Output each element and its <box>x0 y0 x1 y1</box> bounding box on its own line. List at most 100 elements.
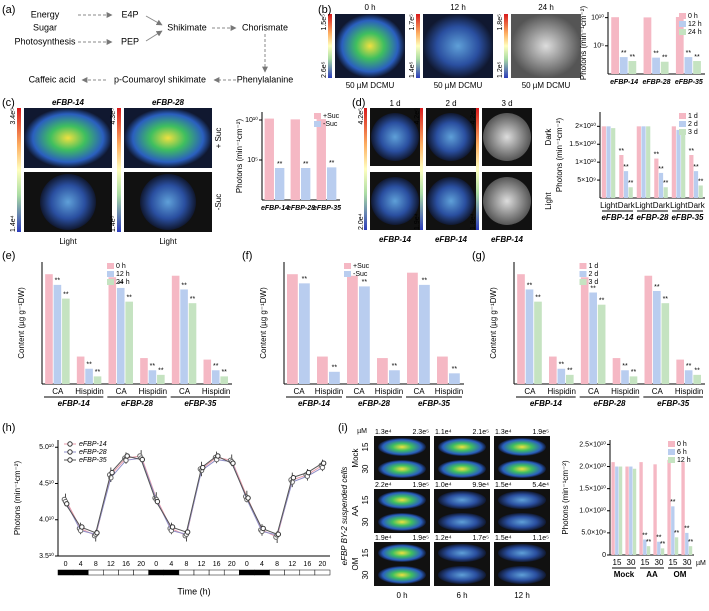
bar <box>639 462 643 555</box>
x-tick-label: Light <box>635 201 653 210</box>
photoperiod-bar <box>103 569 119 576</box>
well <box>498 491 546 509</box>
bar <box>601 126 606 198</box>
significance: ** <box>422 278 428 285</box>
legend-swatch <box>344 263 351 269</box>
significance: ** <box>662 55 668 62</box>
bar <box>611 462 615 555</box>
bar <box>534 301 542 384</box>
significance: ** <box>590 285 596 292</box>
plate <box>40 174 96 230</box>
bar <box>557 368 566 384</box>
group-label: eFBP-35 <box>184 399 217 408</box>
bar <box>621 370 629 384</box>
y-axis-label: Photons (min⁻¹cm⁻²) <box>561 460 570 535</box>
bar <box>618 466 623 555</box>
treatment-label: 50 µM DCMU <box>434 81 483 90</box>
significance: ** <box>686 50 692 57</box>
day-label: 3 d <box>501 99 512 108</box>
y-tick-label: 1×10¹⁰ <box>575 158 596 166</box>
group-label: eFBP-14 <box>298 399 331 408</box>
scale-max: 2.3e⁵ <box>412 429 429 436</box>
bar <box>661 303 670 384</box>
significance: ** <box>213 363 219 370</box>
x-tick-label: 12 <box>107 561 115 568</box>
legend-label: -Suc <box>323 121 338 128</box>
treatment-label: AA <box>351 505 360 516</box>
bar <box>565 374 574 384</box>
photoperiod-bar <box>193 569 210 576</box>
dose-label: 30 <box>361 570 370 579</box>
well <box>378 566 426 584</box>
x-tick-label: 4 <box>169 561 173 568</box>
x-tick-label: 0 <box>64 561 68 568</box>
bar <box>85 368 93 384</box>
legend-label: +Suc <box>353 263 370 270</box>
significance: ** <box>658 166 664 173</box>
group-label: eFBP-35 <box>657 399 690 408</box>
y-tick-label: 2.0×10¹⁰ <box>579 462 606 470</box>
bar <box>676 129 681 198</box>
y-tick-label: 0 <box>602 552 606 559</box>
arrow <box>145 15 163 26</box>
significance: ** <box>646 539 652 546</box>
pathway-node: Caffeic acid <box>29 74 76 84</box>
significance: ** <box>693 164 699 171</box>
point <box>260 525 266 532</box>
row-label: Dark <box>544 128 553 146</box>
dose-label: 15 <box>361 442 370 451</box>
bar <box>688 546 693 555</box>
legend-marker <box>67 449 73 455</box>
y-tick-label: 5.0¹⁰ <box>39 443 54 451</box>
x-tick-label: Dark <box>688 201 706 210</box>
legend-swatch <box>679 13 686 19</box>
legend-swatch <box>579 279 587 285</box>
x-tick-label: 15 <box>669 558 678 567</box>
significance: ** <box>303 161 309 168</box>
significance: ** <box>302 276 308 283</box>
group-label: OM <box>674 570 687 579</box>
x-tick-label: Light <box>600 201 618 210</box>
treatment-label: OM <box>351 557 360 570</box>
x-tick-label: 4 <box>260 561 264 568</box>
bar <box>641 126 646 198</box>
bar <box>589 292 597 384</box>
x-tick-label: 30 <box>683 558 692 567</box>
scale-min: 1.1e⁴ <box>435 429 452 436</box>
bar <box>148 370 157 384</box>
y-tick-label: 4.5¹⁰ <box>39 479 54 487</box>
x-tick-label: 16 <box>213 561 221 568</box>
y-axis-label: Content (µg g⁻¹DW) <box>489 287 498 359</box>
bar <box>623 171 629 198</box>
bar <box>629 466 633 555</box>
legend-swatch <box>314 121 321 127</box>
legend-label: 2 d <box>589 271 599 278</box>
significance: ** <box>694 54 700 61</box>
x-tick-label: 20 <box>137 561 145 568</box>
legend-label: 0 h <box>677 441 687 448</box>
legend-label: 1 d <box>589 263 599 270</box>
significance: ** <box>63 291 69 298</box>
bar <box>674 537 679 555</box>
significance: ** <box>55 278 61 285</box>
x-tick-label: 8 <box>275 561 279 568</box>
significance: ** <box>654 284 660 291</box>
row-label: -Suc <box>214 194 223 210</box>
bar <box>580 277 589 384</box>
dose-label: 30 <box>361 517 370 526</box>
luminescence-image <box>423 14 493 78</box>
dose-label: 30 <box>361 464 370 473</box>
significance: ** <box>631 369 637 376</box>
bar <box>53 284 62 384</box>
y-tick-label: 1.0×10¹⁰ <box>579 507 606 515</box>
significance: ** <box>622 363 628 370</box>
bar <box>290 119 300 200</box>
significance: ** <box>95 369 101 376</box>
color-scale <box>328 14 332 78</box>
panel-label: (d) <box>352 97 365 109</box>
bar <box>525 289 534 384</box>
bar <box>211 370 220 384</box>
time-label: 0 h <box>396 591 407 600</box>
bar <box>693 171 699 198</box>
